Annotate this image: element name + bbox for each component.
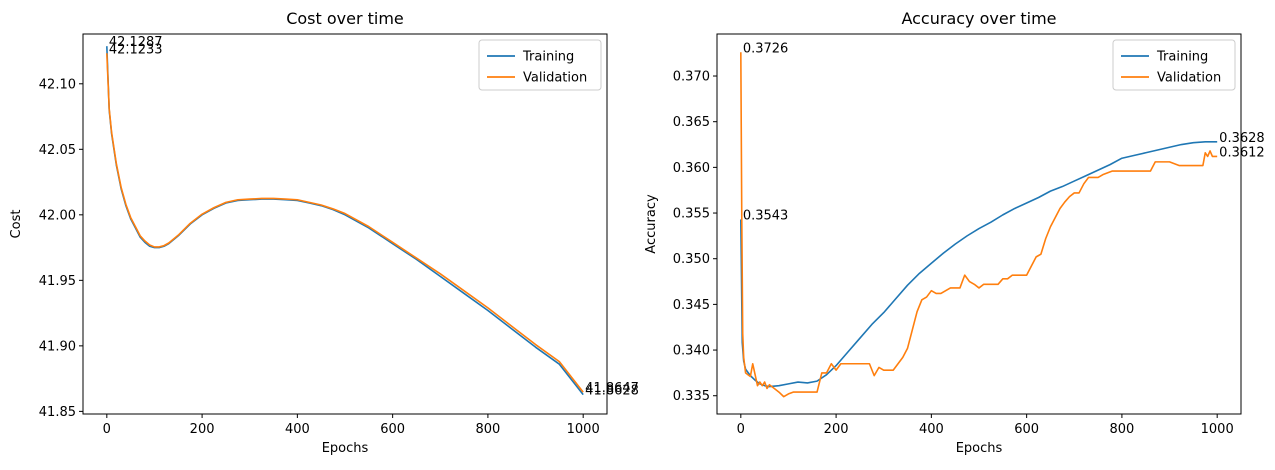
legend-label-training: Training	[1156, 50, 1208, 65]
chart-title: Accuracy over time	[901, 9, 1056, 28]
legend-label-training: Training	[522, 50, 574, 65]
plot-frame	[82, 33, 608, 415]
x-tick-label: 1000	[567, 422, 600, 437]
series-line-validation	[106, 53, 584, 393]
chart-1: 0 200 400 600 800 1000 41.85 41.90 41.95 42.00 42.…	[9, 9, 639, 456]
y-tick-label: 0.345	[673, 298, 710, 313]
data-annotation: 41.8628	[585, 384, 639, 399]
y-tick-label: 0.335	[673, 389, 710, 404]
y-tick-label: 42.10	[39, 77, 76, 92]
y-tick-label: 41.90	[39, 339, 76, 354]
y-axis-label: Cost	[9, 210, 24, 239]
x-tick-label: 200	[824, 422, 849, 437]
y-tick-label: 0.370	[673, 70, 710, 85]
x-tick-label: 400	[285, 422, 310, 437]
x-tick-label: 200	[190, 422, 215, 437]
data-annotation: 41.8647	[585, 381, 639, 396]
data-annotation: 42.1233	[109, 42, 163, 57]
y-tick-label: 0.350	[673, 252, 710, 267]
x-tick-label: 600	[1014, 422, 1039, 437]
data-annotation: 0.3612	[1219, 145, 1265, 160]
x-axis-label: Epochs	[322, 441, 369, 456]
y-tick-label: 0.365	[673, 115, 710, 130]
y-tick-label: 42.05	[39, 143, 76, 158]
y-tick-label: 0.355	[673, 207, 710, 222]
data-annotation: 0.3628	[1219, 131, 1265, 146]
y-tick-label: 0.360	[673, 161, 710, 176]
x-tick-label: 600	[380, 422, 405, 437]
legend: Training Validation	[478, 39, 602, 91]
data-annotation: 0.3543	[743, 208, 789, 223]
x-tick-label: 800	[475, 422, 500, 437]
y-tick-label: 42.00	[39, 208, 76, 223]
y-tick-label: 0.340	[673, 344, 710, 359]
y-tick-label: 41.95	[39, 274, 76, 289]
series-line-validation	[740, 52, 1218, 398]
y-tick-label: 41.85	[39, 405, 76, 420]
x-tick-label: 400	[919, 422, 944, 437]
legend-label-validation: Validation	[523, 71, 587, 86]
chart-2: 0 200 400 600 800 1000 0.335 0.340 0.345 0.350 0.3…	[644, 9, 1265, 456]
legend: Training Validation	[1112, 39, 1236, 91]
x-tick-label: 1000	[1201, 422, 1234, 437]
x-tick-label: 800	[1109, 422, 1134, 437]
data-annotation: 42.1287	[109, 35, 163, 50]
plot-frame	[716, 33, 1242, 415]
x-tick-label: 0	[737, 422, 745, 437]
data-annotation: 0.3726	[743, 41, 789, 56]
y-axis-label: Accuracy	[644, 194, 659, 254]
x-tick-label: 0	[103, 422, 111, 437]
x-axis-label: Epochs	[956, 441, 1003, 456]
legend-label-validation: Validation	[1157, 71, 1221, 86]
chart-title: Cost over time	[286, 9, 404, 28]
